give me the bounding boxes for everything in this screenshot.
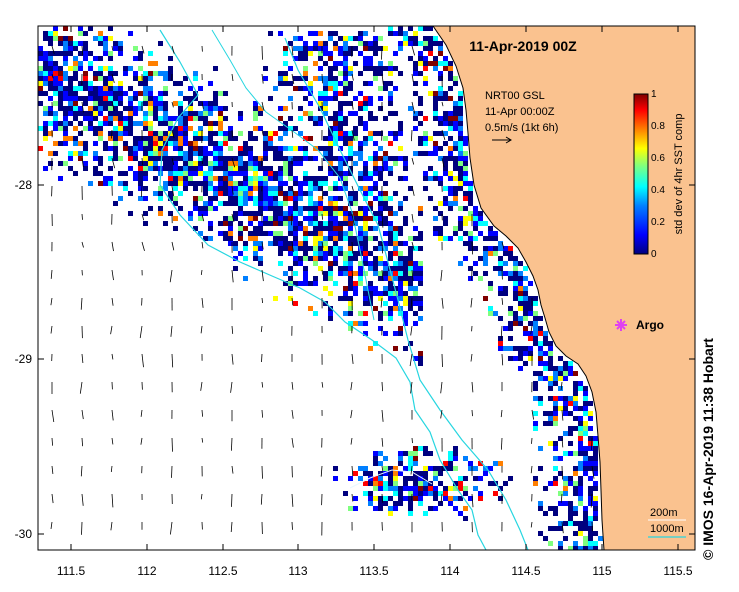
land-mass (433, 26, 695, 550)
contour-legend-1000m: 1000m (650, 523, 684, 535)
info-block: NRT00 GSL 11-Apr 00:00Z 0.5m/s (1kt 6h) (485, 90, 558, 144)
contour-mid (211, 29, 375, 321)
lon-tick-label: 112.5 (208, 564, 237, 578)
lon-tick-label: 114.5 (511, 564, 540, 578)
lon-tick-label: 113.5 (359, 564, 388, 578)
lon-tick-label: 114 (440, 564, 459, 578)
info-line-scale: 0.5m/s (1kt 6h) (485, 122, 558, 134)
colorbar-ramp (633, 93, 649, 255)
contour-1000m (159, 29, 487, 550)
colorbar-label: std dev of 4hr SST comp (673, 114, 685, 235)
lon-tick-label: 115 (592, 564, 611, 578)
axis-ticks (38, 26, 695, 550)
contour-legend-200m: 200m (650, 507, 678, 519)
argo-float: Argo (615, 318, 664, 332)
colorbar-tick: 0.4 (651, 185, 665, 196)
colorbar-tick: 0.2 (651, 217, 665, 228)
colorbar-tick: 0.8 (651, 121, 665, 132)
info-line-source: NRT00 GSL (485, 90, 545, 102)
colorbar-tick: 0.6 (651, 153, 665, 164)
contour-legend: 200m 1000m (648, 507, 686, 538)
colorbar-tick: 1 (651, 89, 657, 100)
lat-tick-label: -29 (15, 352, 33, 366)
contour-south (349, 469, 433, 489)
credit-text: © IMOS 16-Apr-2019 11:38 Hobart (700, 338, 716, 560)
argo-marker-icon (615, 319, 627, 331)
colorbar: 0 0.2 0.4 0.6 0.8 1 std dev of 4hr SST c… (633, 89, 685, 260)
lon-tick-label: 113 (288, 564, 307, 578)
colorbar-tick: 0 (651, 249, 657, 260)
plot-frame (37, 25, 696, 551)
contour-200m (284, 37, 529, 550)
lon-tick-label: 111.5 (57, 564, 86, 578)
current-vectors (50, 45, 595, 536)
lon-tick-label: 115.5 (663, 564, 692, 578)
lat-tick-label: -28 (15, 178, 33, 192)
lon-tick-label: 112 (137, 564, 156, 578)
lon-axis-labels: 111.5 112 112.5 113 113.5 114 114.5 115 … (57, 564, 693, 578)
lat-axis-labels: -28 -29 -30 (15, 178, 33, 541)
map-title: 11-Apr-2019 00Z (469, 38, 577, 54)
lat-tick-label: -30 (15, 527, 33, 541)
coastline (432, 26, 605, 550)
colorbar-ticks: 0 0.2 0.4 0.6 0.8 1 (651, 89, 665, 260)
scale-arrow (492, 136, 512, 144)
info-line-time: 11-Apr 00:00Z (485, 106, 555, 118)
argo-label: Argo (636, 318, 664, 332)
